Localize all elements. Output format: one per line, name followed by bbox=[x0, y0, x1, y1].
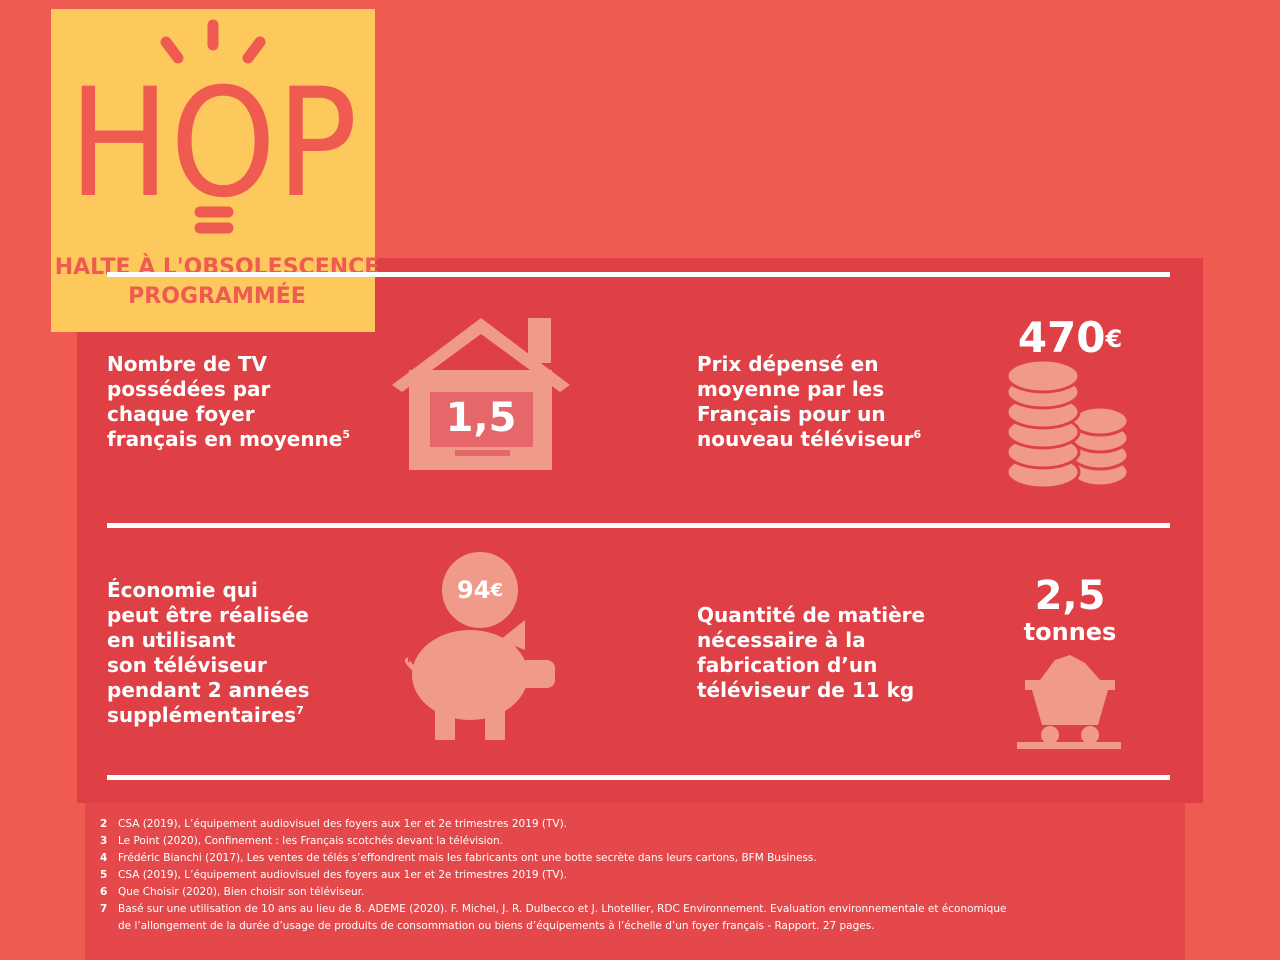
footnote-panel bbox=[85, 803, 1185, 960]
footnote-text: Que Choisir (2020), Bien choisir son tél… bbox=[118, 886, 365, 898]
stat-label: Économie qui peut être réalisée en utili… bbox=[107, 578, 310, 728]
label-line: français en moyenne bbox=[107, 427, 343, 451]
piggy-icon bbox=[404, 620, 555, 740]
stat-unit: tonnes bbox=[1024, 618, 1117, 646]
label-line: téléviseur de 11 kg bbox=[697, 678, 915, 702]
footnote-text: Le Point (2020), Confinement : les Franç… bbox=[118, 835, 504, 847]
house-icon bbox=[392, 318, 570, 470]
logo-title: HOP bbox=[68, 57, 357, 231]
stat-value: 470€ bbox=[1018, 313, 1122, 362]
footnote-number: 7 bbox=[100, 903, 108, 915]
footnote-text: CSA (2019), L’équipement audiovisuel des… bbox=[118, 869, 568, 881]
stat-value: 1,5 bbox=[446, 395, 517, 441]
label-line: Quantité de matière bbox=[697, 603, 926, 627]
label-line: Français pour un bbox=[697, 402, 886, 426]
footnote-text: Frédéric Bianchi (2017), Les ventes de t… bbox=[118, 852, 817, 864]
logo-rays bbox=[160, 19, 266, 234]
label-line: nouveau téléviseur bbox=[697, 427, 914, 451]
footnote-number: 2 bbox=[100, 818, 108, 830]
coins-icon bbox=[1005, 358, 1130, 490]
label-line: en utilisant bbox=[107, 628, 236, 652]
label-line: chaque foyer bbox=[107, 402, 255, 426]
stat-value: 94€ bbox=[457, 576, 503, 604]
note-ref: 5 bbox=[342, 428, 351, 441]
label-line: Nombre de TV bbox=[107, 352, 267, 376]
label-line: supplémentaires bbox=[107, 703, 297, 727]
stat-number: 94 bbox=[457, 576, 490, 604]
footnote-text: Basé sur une utilisation de 10 ans au li… bbox=[118, 903, 1007, 915]
note-ref: 6 bbox=[913, 428, 922, 441]
label-line: son téléviseur bbox=[107, 653, 267, 677]
label-line: nécessaire à la bbox=[697, 628, 866, 652]
footnote-number: 3 bbox=[100, 835, 108, 847]
stat-number: 470 bbox=[1018, 313, 1106, 362]
stat-value: 2,5 bbox=[1035, 573, 1106, 619]
stat-label: Quantité de matière nécessaire à la fabr… bbox=[697, 603, 925, 703]
footnote-number: 4 bbox=[100, 852, 108, 864]
label-line: possédées par bbox=[107, 377, 271, 401]
stat-label: Nombre de TV possédées par chaque foyer … bbox=[107, 352, 350, 452]
stat-label: Prix dépensé en moyenne par les Français… bbox=[697, 352, 921, 452]
label-line: Prix dépensé en bbox=[697, 352, 879, 376]
logo-tagline: PROGRAMMÉE bbox=[128, 283, 306, 309]
coin-icon bbox=[442, 552, 518, 628]
label-line: fabrication d’un bbox=[697, 653, 878, 677]
footnote-text: de l’allongement de la durée d’usage de … bbox=[118, 920, 875, 932]
stat-unit: € bbox=[1104, 325, 1122, 353]
footnote-text: CSA (2019), L’équipement audiovisuel des… bbox=[118, 818, 568, 830]
footnote-number: 5 bbox=[100, 869, 108, 881]
label-line: Économie qui bbox=[107, 578, 258, 602]
note-ref: 7 bbox=[296, 704, 304, 717]
dividers bbox=[107, 272, 1170, 780]
logo-box bbox=[51, 9, 375, 332]
panel bbox=[77, 258, 1203, 803]
label-line: peut être réalisée bbox=[107, 603, 309, 627]
footnote-number: 6 bbox=[100, 886, 108, 898]
label-line: pendant 2 années bbox=[107, 678, 310, 702]
label-line: moyenne par les bbox=[697, 377, 885, 401]
stat-unit: € bbox=[489, 580, 503, 601]
cart-icon bbox=[1017, 655, 1121, 749]
